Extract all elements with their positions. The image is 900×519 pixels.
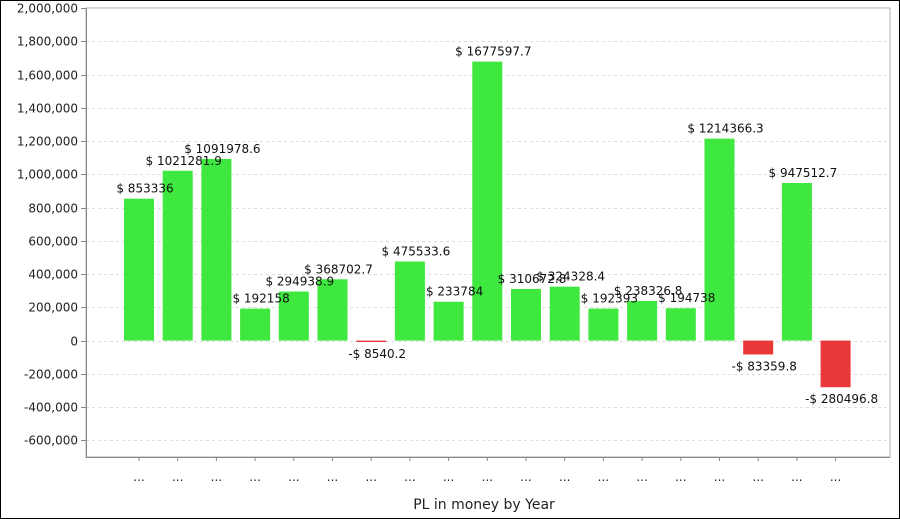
data-label: $ 324328.4 xyxy=(536,270,605,284)
data-label: -$ 8540.2 xyxy=(348,347,406,361)
y-tick-label: 800,000 xyxy=(28,202,78,216)
bar xyxy=(278,291,309,341)
x-tick-label: ... xyxy=(249,470,260,484)
x-axis-title: PL in money by Year xyxy=(413,497,555,513)
data-label: $ 294938.9 xyxy=(265,275,334,289)
bar xyxy=(240,308,271,341)
y-tick-label: 2,000,000 xyxy=(17,2,78,16)
y-tick-label: 1,000,000 xyxy=(17,168,78,182)
y-tick-label: 400,000 xyxy=(28,268,78,282)
data-label: $ 192158 xyxy=(232,292,289,306)
bar xyxy=(820,340,851,388)
data-label: $ 947512.7 xyxy=(769,166,838,180)
data-label: $ 368702.7 xyxy=(304,262,373,276)
y-tick-label: -200,000 xyxy=(24,368,78,382)
bar xyxy=(162,170,193,341)
bar xyxy=(433,301,464,341)
bars xyxy=(124,61,851,388)
x-tick-label: ... xyxy=(365,470,376,484)
data-label: $ 1677597.7 xyxy=(455,45,531,59)
x-tick-label: ... xyxy=(211,470,222,484)
axes: 2,000,000 1,800,000 1,600,000 1,400,000 1,20… xyxy=(17,2,890,484)
data-label: $ 310672.8 xyxy=(498,272,567,286)
bar xyxy=(394,261,425,341)
x-tick-label: ... xyxy=(133,470,144,484)
bar xyxy=(472,61,503,341)
x-tick-label: ... xyxy=(404,470,415,484)
bar xyxy=(356,340,387,343)
x-tick-label: ... xyxy=(830,470,841,484)
y-tick-label: 200,000 xyxy=(28,301,78,315)
x-tick-label: ... xyxy=(327,470,338,484)
x-tick-label: ... xyxy=(443,470,454,484)
y-tick-label: -400,000 xyxy=(24,401,78,415)
bar xyxy=(201,159,232,341)
data-label: -$ 280496.8 xyxy=(805,392,878,406)
data-labels: $ 853336 $ 1021281.9$ 1091978.6 $ 192158 $ … xyxy=(116,45,878,407)
x-tick-label: ... xyxy=(636,470,647,484)
y-tick-label: 600,000 xyxy=(28,235,78,249)
bar xyxy=(511,288,541,341)
bar xyxy=(124,198,154,341)
bar xyxy=(781,183,812,341)
x-tick-label: ... xyxy=(752,470,763,484)
data-label: $ 192393 xyxy=(581,292,638,306)
data-label: $ 853336 xyxy=(116,182,173,196)
x-tick-label: ... xyxy=(714,470,725,484)
x-tick-label: ... xyxy=(598,470,609,484)
bar xyxy=(627,300,658,341)
x-tick-label: ... xyxy=(288,470,299,484)
x-tick-label: ... xyxy=(520,470,531,484)
data-label: $ 1021281.9 xyxy=(146,154,222,168)
y-tick-label: 1,400,000 xyxy=(17,102,78,116)
data-label: $ 238326.8 xyxy=(614,284,683,298)
data-label: $ 1214366.3 xyxy=(687,122,763,136)
data-label: -$ 83359.8 xyxy=(731,359,796,373)
x-tick-label: ... xyxy=(482,470,493,484)
y-tick-label: 0 xyxy=(70,335,78,349)
x-tick-label: ... xyxy=(559,470,570,484)
data-label: $ 475533.6 xyxy=(382,245,451,259)
bar xyxy=(665,308,696,341)
bar xyxy=(704,138,735,341)
y-tick-label: 1,600,000 xyxy=(17,69,78,83)
data-label: $ 194738 xyxy=(658,291,715,305)
x-tick-label: ... xyxy=(172,470,183,484)
data-label: $ 233784 xyxy=(426,285,483,299)
bar xyxy=(588,308,619,341)
bar xyxy=(549,286,580,341)
x-tick-label: ... xyxy=(675,470,686,484)
data-label: $ 1091978.6 xyxy=(184,142,260,156)
y-tick-label: 1,200,000 xyxy=(17,135,78,149)
x-tick-label: ... xyxy=(791,470,802,484)
bar xyxy=(743,340,774,355)
y-tick-label: 1,800,000 xyxy=(17,35,78,49)
y-tick-label: -600,000 xyxy=(24,434,78,448)
bar xyxy=(317,279,348,341)
